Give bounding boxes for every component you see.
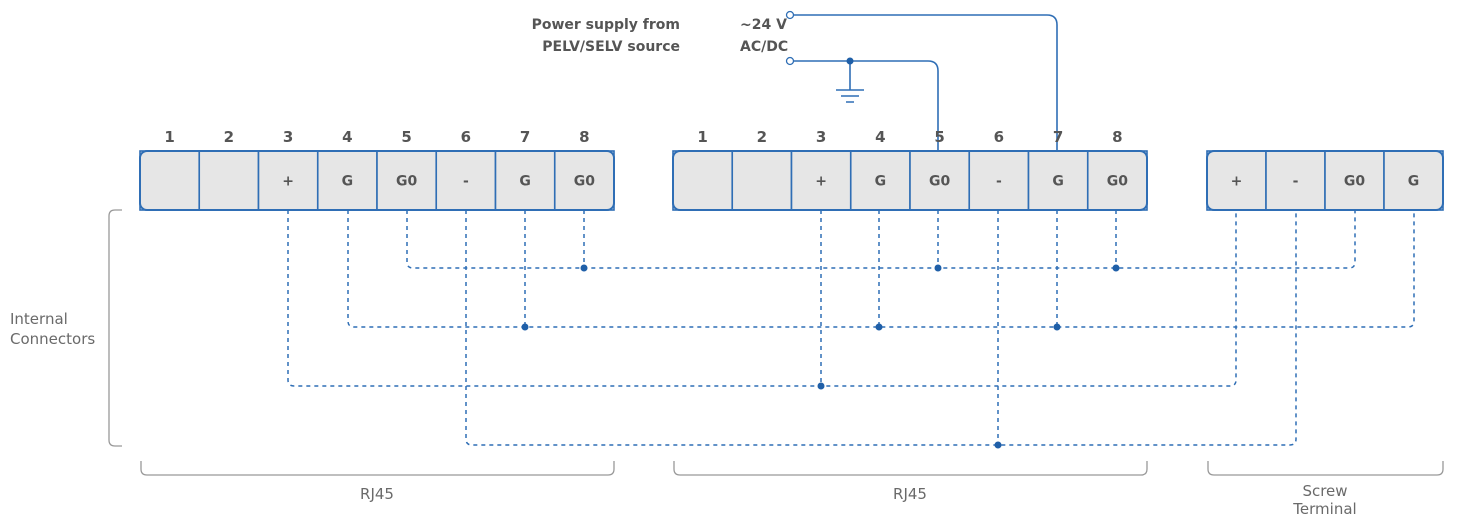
pin-number: 2 xyxy=(224,128,234,146)
rj45-a-bracket xyxy=(140,461,615,476)
cell-label: G0 xyxy=(1107,174,1128,190)
supply-voltage-line1: ~24 V xyxy=(740,17,787,33)
connector-cell xyxy=(257,150,319,211)
supply-voltage-line2: AC/DC xyxy=(740,39,788,55)
cell-label: G0 xyxy=(574,174,595,190)
connector-frame xyxy=(1206,150,1444,211)
pin-number: 3 xyxy=(283,128,293,146)
connector-frame xyxy=(672,150,1148,211)
cell-label: G0 xyxy=(396,174,417,190)
cell-label: + xyxy=(1231,174,1243,190)
rj45-a-label: RJ45 xyxy=(360,485,394,503)
supply-source-line1: Power supply from xyxy=(532,17,680,33)
cell-label: G xyxy=(1052,174,1064,190)
cell-label: + xyxy=(815,174,827,190)
connector-cell xyxy=(198,150,260,211)
pin-number: 5 xyxy=(401,128,411,146)
pin-number: 7 xyxy=(1053,128,1063,146)
pin-number: 7 xyxy=(520,128,530,146)
internal-wire-plus xyxy=(287,210,1237,390)
supply-source-line2: PELV/SELV source xyxy=(542,39,680,55)
supply-terminal-upper xyxy=(785,10,795,20)
internal-label-line1: Internal xyxy=(10,310,68,328)
supply-terminal-lower xyxy=(785,56,795,66)
pin-number: 6 xyxy=(994,128,1004,146)
pin-number: 8 xyxy=(579,128,589,146)
pin-number: 8 xyxy=(1112,128,1122,146)
screw-terminal-connector: + - G0 G xyxy=(1206,150,1444,211)
rj45-connector-a: 1 2 +3 G 4 G0 5 - 6 G 7 G0 8 xyxy=(139,128,615,211)
cell-label: - xyxy=(996,174,1002,190)
pin-number: 5 xyxy=(934,128,944,146)
internal-wire-minus xyxy=(465,210,1297,449)
screw-label-line2: Terminal xyxy=(1292,500,1356,516)
cell-label: G0 xyxy=(929,174,950,190)
rj45-connector-b: 1 2 +3 G 4 G0 5 - 6 G 7 G0 8 xyxy=(672,128,1148,211)
pin-number: 4 xyxy=(342,128,352,146)
internal-wire-g0 xyxy=(406,210,1356,272)
cell-label: G xyxy=(875,174,887,190)
pin-number: 6 xyxy=(461,128,471,146)
supply-wire-to-pin5 xyxy=(794,60,939,151)
cell-label: - xyxy=(1293,174,1299,190)
cell-label: G xyxy=(519,174,531,190)
pin-number: 4 xyxy=(875,128,885,146)
cell-label: G xyxy=(342,174,354,190)
screw-label-line1: Screw xyxy=(1302,482,1347,500)
internal-wire-g xyxy=(347,210,1415,331)
connector-cell xyxy=(672,150,734,211)
cell-label: G xyxy=(1408,174,1420,190)
connector-frame xyxy=(139,150,615,211)
pin-number: 3 xyxy=(816,128,826,146)
screw-terminal-bracket xyxy=(1207,461,1444,476)
cell-label: G0 xyxy=(1344,174,1365,190)
rj45-b-label: RJ45 xyxy=(893,485,927,503)
ground-junction-dot xyxy=(846,57,854,65)
cell-label: - xyxy=(463,174,469,190)
supply-wire-to-pin7 xyxy=(794,14,1058,151)
rj45-b-bracket xyxy=(673,461,1148,476)
internal-connectors-bracket xyxy=(108,209,122,447)
pin-number: 2 xyxy=(757,128,767,146)
connector-cell xyxy=(731,150,793,211)
cell-label: + xyxy=(282,174,294,190)
connector-cell xyxy=(968,150,1030,211)
internal-label-line2: Connectors xyxy=(10,330,95,348)
ground-icon xyxy=(836,89,864,103)
pin-number: 1 xyxy=(697,128,707,146)
pin-number: 1 xyxy=(164,128,174,146)
connector-cell xyxy=(139,150,201,211)
